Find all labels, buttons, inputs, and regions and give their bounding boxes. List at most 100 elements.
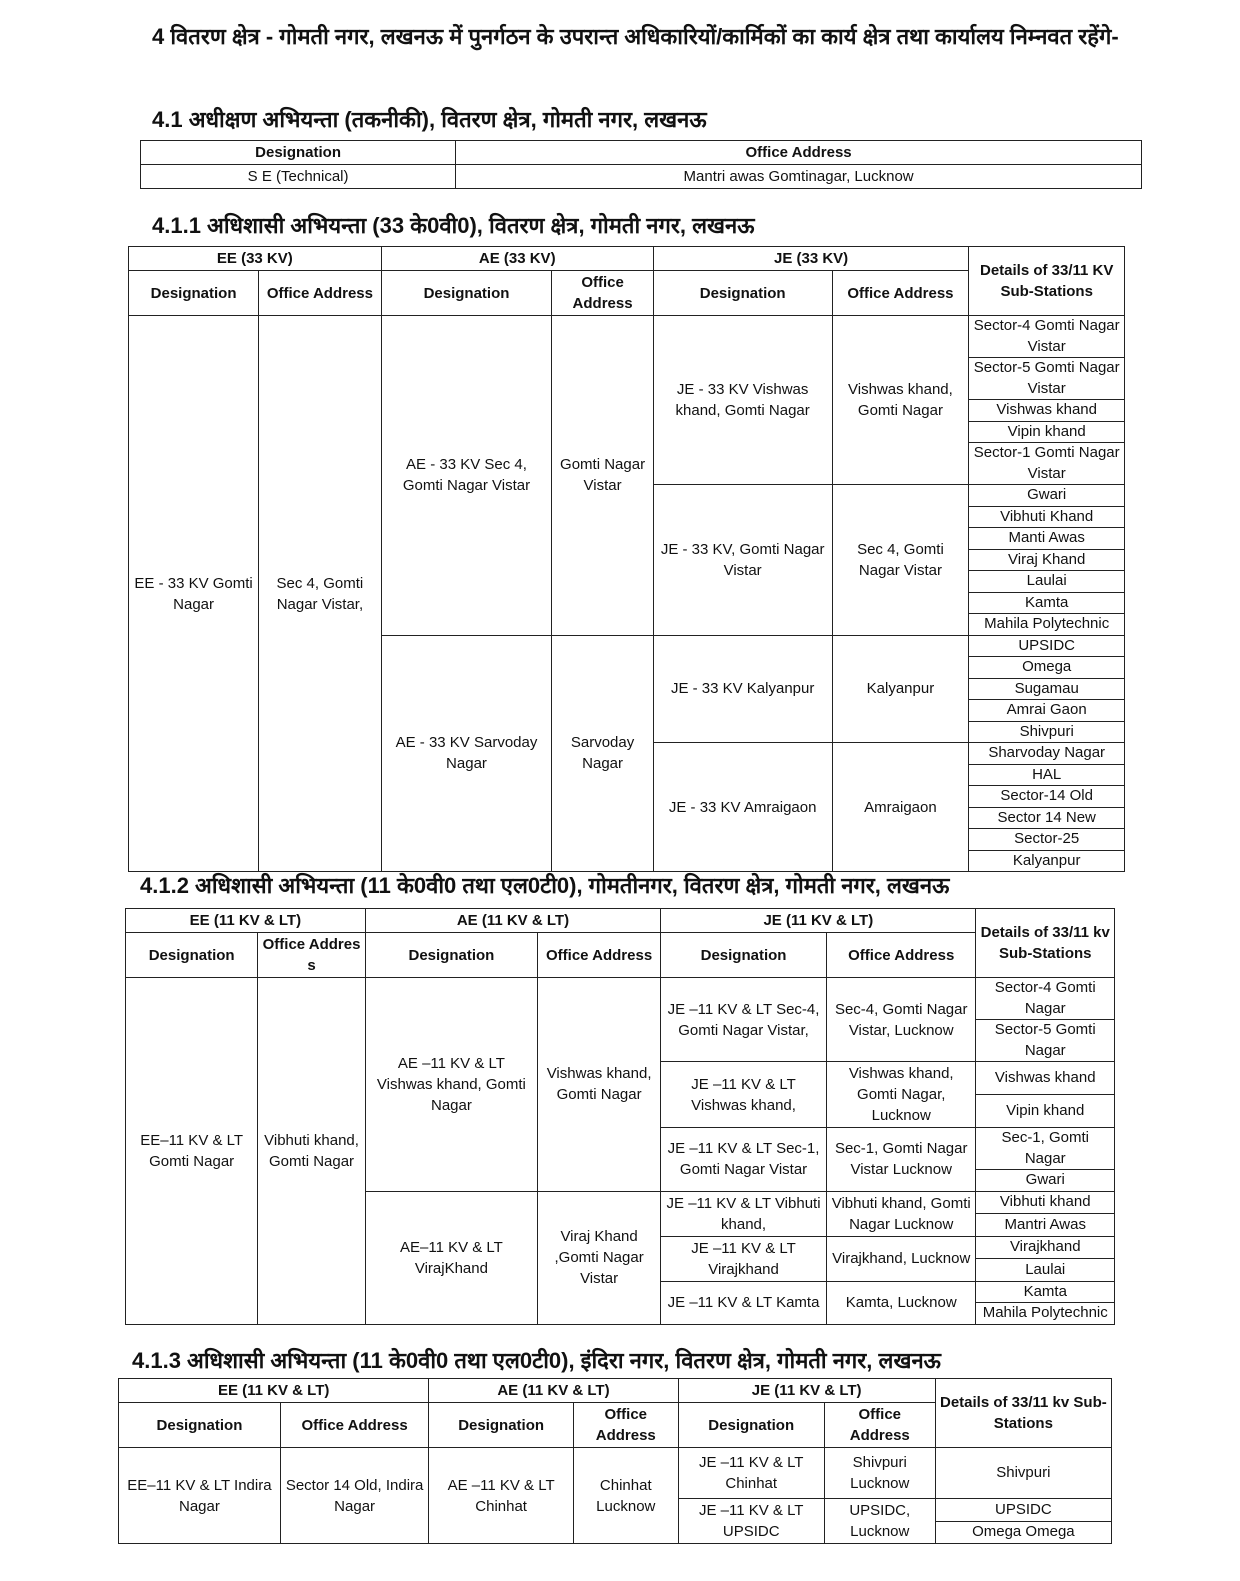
substation: Viraj Khand (968, 548, 1125, 571)
substation: Omega (968, 656, 1125, 679)
substation: Gwari (975, 1169, 1115, 1192)
substation: Sugamau (968, 677, 1125, 700)
ae-designation: AE –11 KV & LT Vishwas khand, Gomti Naga… (364, 977, 539, 1192)
substation: Manti Awas (968, 527, 1125, 550)
substation: Amrai Gaon (968, 699, 1125, 722)
ee-designation: EE - 33 KV Gomti Nagar (127, 315, 260, 872)
table-row: Laulai (126, 1258, 1115, 1282)
table-row: Vipin khand (126, 1094, 1115, 1128)
substation: Gwari (968, 484, 1125, 507)
ae-designation: AE–11 KV & LT VirajKhand (364, 1190, 539, 1325)
ae-office: Vishwas khand, Gomti Nagar (537, 977, 662, 1192)
je-office: UPSIDC, Lucknow (823, 1498, 936, 1544)
substation: Sector-14 Old (968, 785, 1125, 808)
header-designation: Designation (677, 1402, 825, 1448)
substation: Vishwas khand (975, 1061, 1115, 1095)
substation: Virajkhand (975, 1235, 1115, 1259)
header-substations: Details of 33/11 kv Sub-Stations (975, 908, 1115, 978)
substation: Sharvoday Nagar (968, 742, 1125, 765)
substation: Omega Omega (934, 1520, 1113, 1544)
header-ae: AE (11 KV & LT) (428, 1378, 679, 1403)
substation: Sector-5 Gomti Nagar (975, 1019, 1115, 1062)
intro-heading: 4 वितरण क्षेत्र - गोमती नगर, लखनऊ में पु… (152, 24, 1119, 49)
table-row: Sugamau (129, 677, 1125, 700)
table-row: JE –11 KV & LT Vishwas khand, Vishwas kha… (126, 1061, 1115, 1128)
table-row: Viraj Khand (129, 548, 1125, 571)
je-office: Vishwas khand, Gomti Nagar, Lucknow (825, 1061, 977, 1128)
substation: Sector-25 (968, 828, 1125, 851)
je-designation: JE –11 KV & LT Vibhuti khand, (660, 1190, 827, 1237)
section-4-1-2-title: 4.1.2 अधिशासी अभियन्ता (11 के0वी0 तथा एल… (140, 873, 950, 898)
header-designation: Designation (380, 270, 553, 316)
substation: Sector-4 Gomti Nagar (975, 977, 1115, 1020)
header-designation: Designation (118, 1402, 281, 1448)
je-designation: JE –11 KV & LT Virajkhand (660, 1235, 827, 1282)
table-row: Omega (129, 656, 1125, 679)
table-row: Sector-5 Gomti Nagar Vistar (129, 357, 1125, 400)
ee-office: Sector 14 Old, Indira Nagar (279, 1447, 430, 1544)
substation: Vibhuti Khand (968, 505, 1125, 528)
je-office: Virajkhand, Lucknow (825, 1235, 977, 1282)
header-designation: Designation (428, 1402, 574, 1448)
substation: Laulai (975, 1258, 1115, 1282)
substation: Kamta (968, 591, 1125, 614)
se-table: Designation Office Address S E (Technical… (139, 140, 1142, 189)
ee-office: Vibhuti khand, Gomti Nagar (257, 977, 366, 1325)
ee-11kv-gomtinagar-table: EE (11 KV & LT) AE (11 KV & LT) JE (11 KV … (124, 908, 1115, 1325)
je-designation: JE –11 KV & LT Sec-1, Gomti Nagar Vistar (660, 1127, 827, 1192)
header-je: JE (11 KV & LT) (660, 908, 977, 933)
ae-office: Viraj Khand ,Gomti Nagar Vistar (537, 1190, 662, 1325)
substation: Vipin khand (968, 420, 1125, 443)
header-office-address: Office Address (258, 270, 382, 316)
table-row: Mahila Polytechnic (129, 613, 1125, 636)
table-row: Omega Omega (119, 1520, 1113, 1544)
ee-designation: EE–11 KV & LT Gomti Nagar (124, 977, 259, 1325)
header-office-address: Office Address (831, 270, 970, 316)
table-row: JE - 33 KV, Gomti Nagar Vistar Sec 4, Gom… (129, 484, 1125, 636)
substation: Sector-4 Gomti Nagar Vistar (968, 315, 1125, 358)
table-row: Sector-1 Gomti Nagar Vistar (129, 442, 1125, 485)
table-row: JE –11 KV & LT UPSIDC UPSIDC, Lucknow UPSI… (119, 1498, 1113, 1544)
je-office: Kalyanpur (831, 634, 970, 743)
header-je: JE (33 KV) (652, 246, 970, 271)
ee-11kv-indiranagar-table: EE (11 KV & LT) AE (11 KV & LT) JE (11 KV … (117, 1378, 1113, 1544)
substation: Laulai (968, 570, 1125, 593)
ae-office: Chinhat Lucknow (572, 1447, 679, 1544)
ae-office: Sarvoday Nagar (551, 634, 654, 872)
table-row: JE –11 KV & LT Virajkhand Virajkhand, Luc… (126, 1235, 1115, 1282)
je-office: Sec 4, Gomti Nagar Vistar (831, 484, 970, 636)
section-4-1-title: 4.1 अधीक्षण अभियन्ता (तकनीकी), वितरण क्ष… (152, 107, 707, 132)
substation: Shivpuri (934, 1447, 1113, 1499)
substation: Mantri Awas (975, 1213, 1115, 1237)
substation: Mahila Polytechnic (975, 1302, 1115, 1325)
table-row: Vibhuti Khand (129, 505, 1125, 528)
substation: Vibhuti khand (975, 1190, 1115, 1214)
header-ee: EE (33 KV) (128, 246, 382, 271)
ee-33kv-table: EE (33 KV) AE (33 KV) JE (33 KV) Details of… (127, 246, 1125, 872)
substation: Vishwas khand (968, 399, 1125, 422)
header-office-address: Office Address (279, 1402, 430, 1448)
ae-designation: AE - 33 KV Sec 4, Gomti Nagar Vistar (380, 315, 553, 636)
substation: Sector-1 Gomti Nagar Vistar (968, 442, 1125, 485)
header-ee: EE (11 KV & LT) (125, 908, 366, 933)
ee-designation: EE–11 KV & LT Indira Nagar (118, 1447, 281, 1544)
header-je: JE (11 KV & LT) (677, 1378, 936, 1403)
table-row: Sector-5 Gomti Nagar (126, 1019, 1115, 1062)
section-4-1-3-title: 4.1.3 अधिशासी अभियन्ता (11 के0वी0 तथा एल… (132, 1348, 941, 1373)
header-office-address: Office Address (455, 140, 1142, 165)
table-row: EE - 33 KV Gomti Nagar Sec 4, Gomti Nagar… (127, 315, 1125, 872)
table-row: Mantri Awas (126, 1213, 1115, 1237)
header-designation: Designation (124, 932, 259, 978)
substation: Kalyanpur (968, 849, 1125, 872)
header-office-address: Office Address (537, 932, 662, 978)
je-designation: JE –11 KV & LT UPSIDC (677, 1498, 825, 1544)
header-office-address: Office Address (825, 932, 977, 978)
je-office: Vibhuti khand, Gomti Nagar Lucknow (825, 1190, 977, 1237)
substation: Vipin khand (975, 1094, 1115, 1128)
section-4-1-1-title: 4.1.1 अधिशासी अभियन्ता (33 के0वी0), वितर… (152, 213, 755, 238)
header-office-address: Office Address (572, 1402, 679, 1448)
je-designation: JE –11 KV & LT Chinhat (677, 1447, 825, 1499)
header-ae: AE (33 KV) (380, 246, 654, 271)
header-designation: Designation (127, 270, 260, 316)
table-row: Sector-25 (129, 828, 1125, 851)
